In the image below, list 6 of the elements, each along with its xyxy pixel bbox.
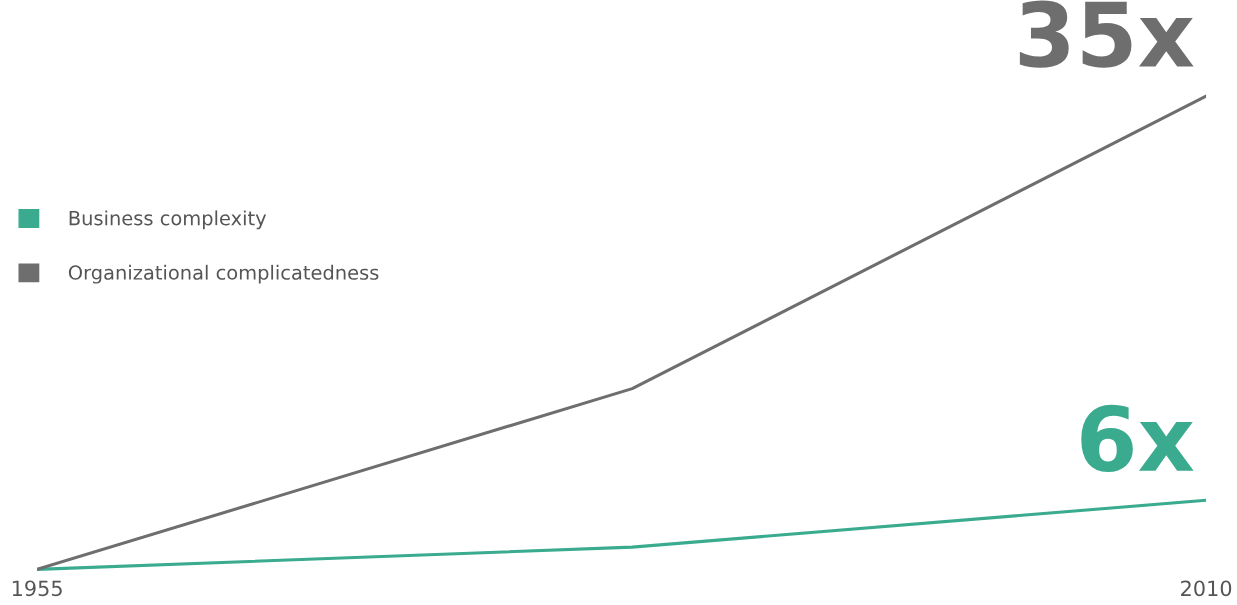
x-tick-label: 2010 — [1181, 580, 1232, 597]
legend-label: Organizational complicatedness — [68, 264, 379, 284]
annotation: 6x — [1081, 404, 1194, 472]
legend-label: Business complexity — [69, 210, 267, 230]
annotation: 35x — [1019, 0, 1194, 68]
x-tick-label: 1955 — [12, 580, 62, 597]
